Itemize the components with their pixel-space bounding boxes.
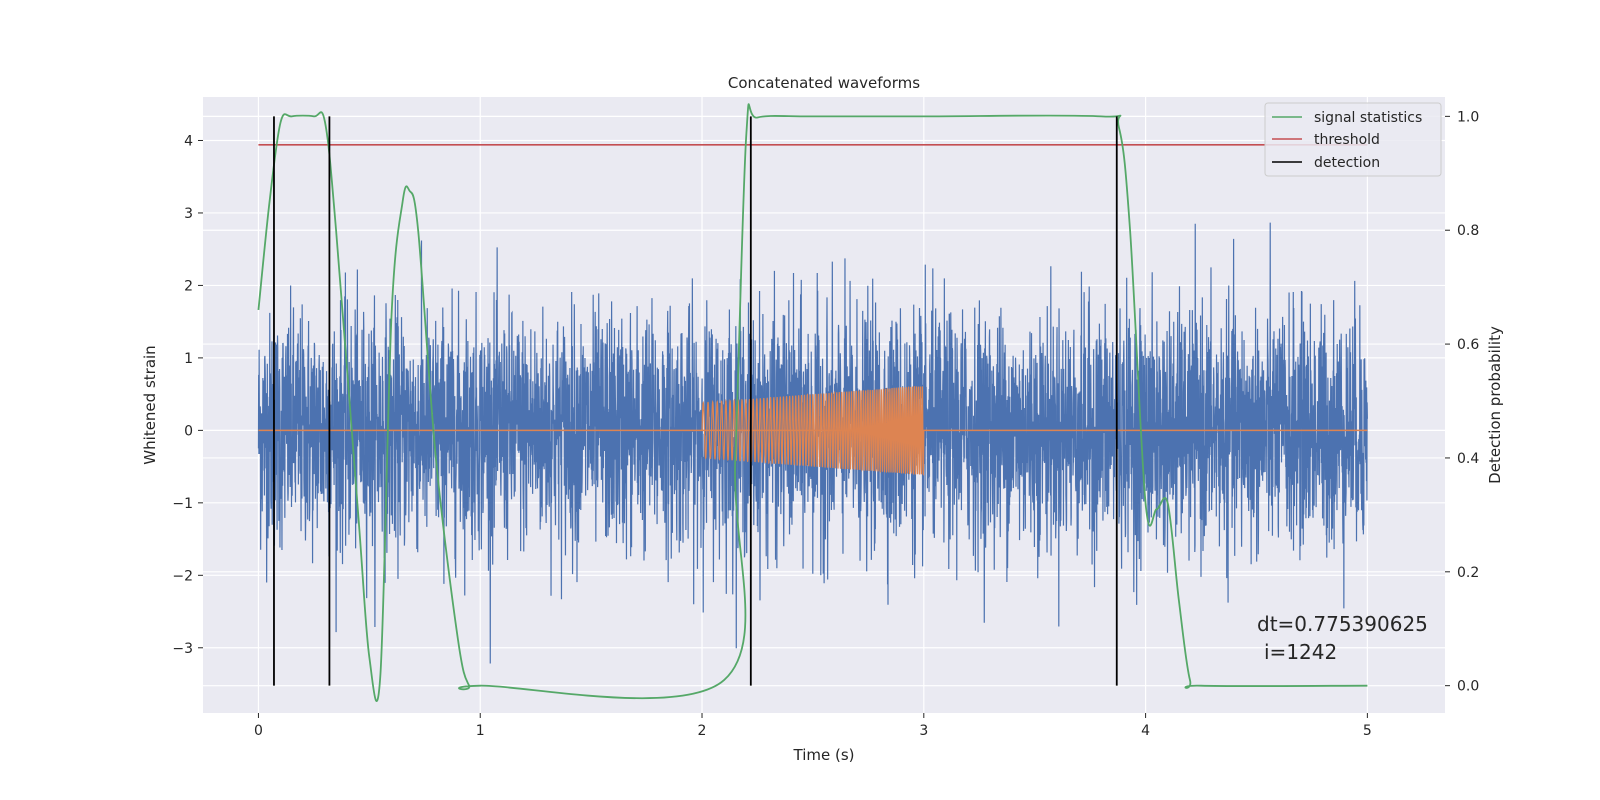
y-axis-label: Whitened strain (141, 345, 159, 464)
y-tick-label: 1 (184, 351, 193, 367)
x-tick-label: 5 (1363, 723, 1372, 739)
legend: signal statistics threshold detection (1264, 102, 1442, 177)
annotation-i: i=1242 (1264, 640, 1337, 664)
y2-tick-label: 0.4 (1457, 451, 1479, 467)
x-tick-label: 1 (476, 723, 485, 739)
y-tick-label: −3 (172, 641, 193, 657)
annotation-dt: dt=0.775390625 (1257, 612, 1428, 636)
signal-statistics-line (257, 103, 1368, 702)
x-tick-label: 4 (1141, 723, 1150, 739)
y2-tick-label: 1.0 (1457, 109, 1479, 125)
legend-label-threshold: threshold (1314, 132, 1380, 148)
y2-axis-label: Detection probability (1486, 326, 1504, 484)
y2-tick-label: 0.2 (1457, 565, 1479, 581)
x-tick-label: 2 (698, 723, 707, 739)
axes: 0 1 2 3 4 5 −3 −2 −1 0 1 2 3 4 0.0 0.2 0.4 0.6 0.8 1.0 (172, 109, 1479, 739)
y-tick-label: 2 (184, 278, 193, 294)
y-tick-label: −2 (172, 568, 193, 584)
y-tick-label: 4 (184, 133, 193, 149)
y-tick-label: 3 (184, 206, 193, 222)
strain-line (257, 222, 1368, 664)
y2-tick-label: 0.0 (1457, 679, 1479, 695)
plot-content (257, 103, 1368, 702)
legend-box (1264, 102, 1442, 177)
chart-title: Concatenated waveforms (728, 74, 920, 92)
y-tick-label: 0 (184, 423, 193, 439)
y2-tick-label: 0.6 (1457, 337, 1479, 353)
y-tick-label: −1 (172, 496, 193, 512)
x-axis-label: Time (s) (793, 746, 855, 764)
template-chirp (701, 386, 925, 476)
x-tick-label: 3 (919, 723, 928, 739)
legend-label-detection: detection (1314, 155, 1380, 171)
legend-label-signal-statistics: signal statistics (1314, 110, 1422, 126)
x-tick-label: 0 (254, 723, 263, 739)
y2-tick-label: 0.8 (1457, 223, 1479, 239)
